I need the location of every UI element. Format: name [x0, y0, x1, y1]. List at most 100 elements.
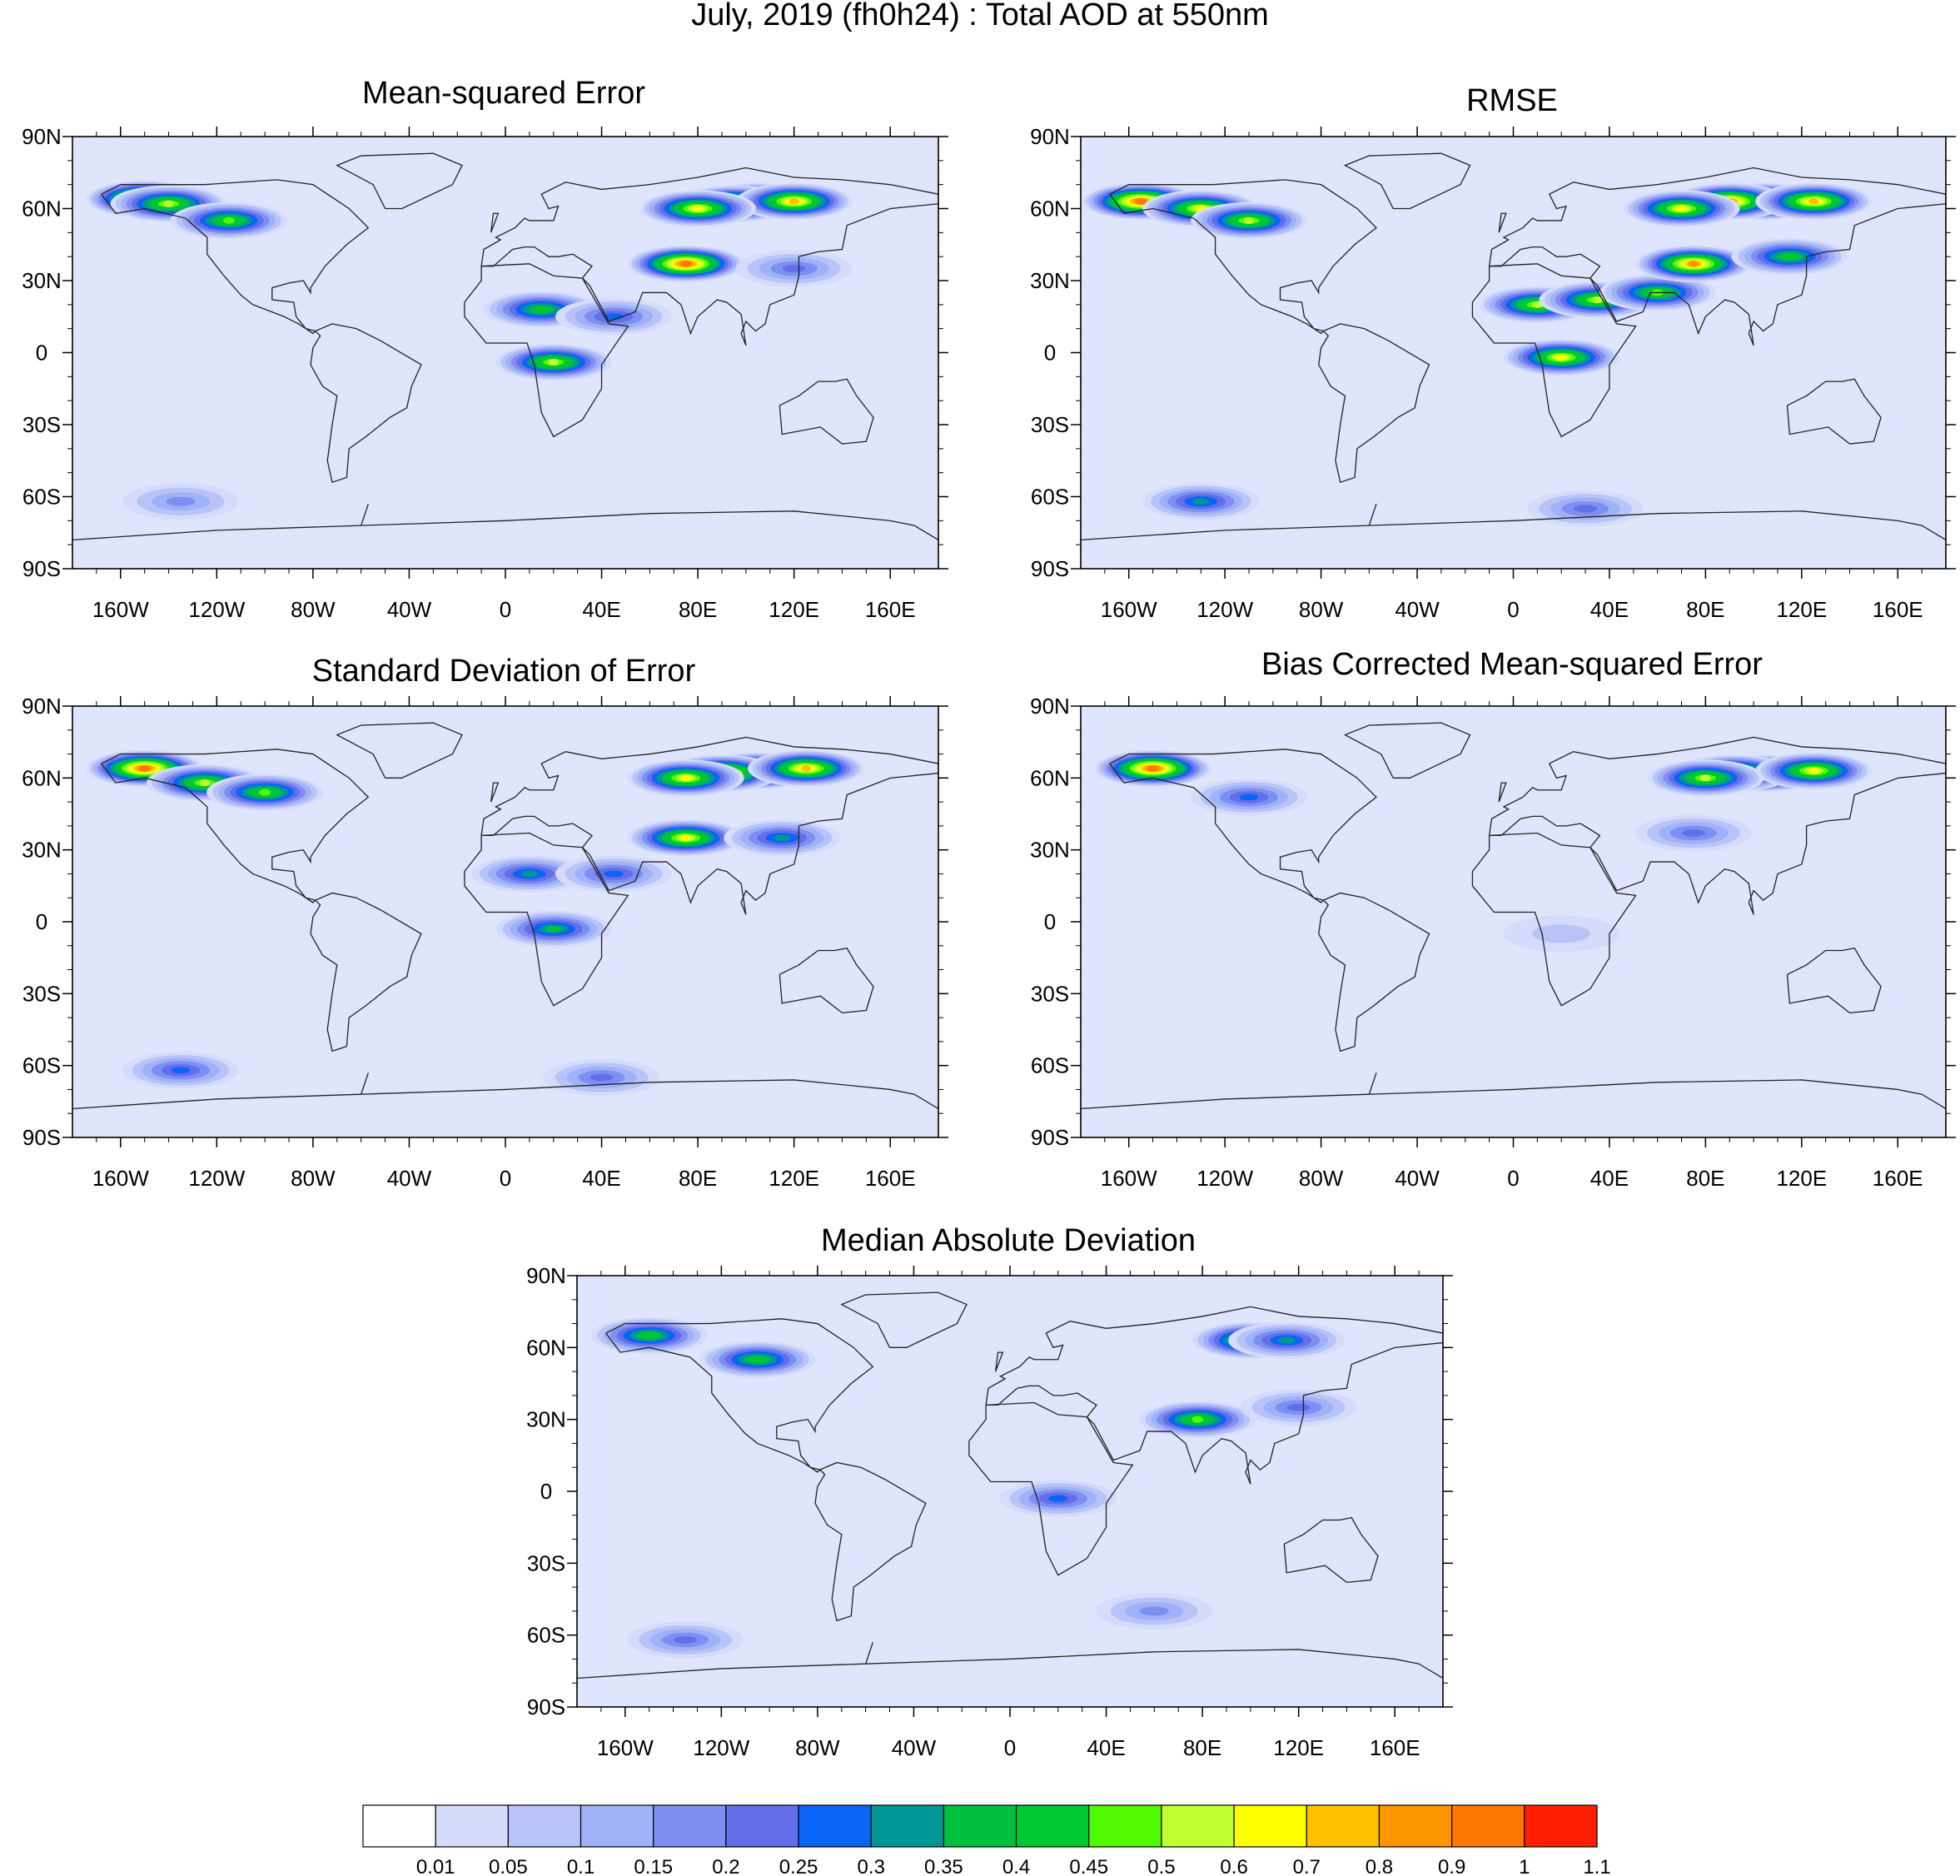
aod-contour	[1239, 794, 1259, 801]
lat-tick-label: 90S	[527, 1694, 565, 1719]
lat-tick-label: 30S	[22, 412, 61, 437]
colorbar-label: 1.1	[1583, 1856, 1610, 1876]
aod-contour	[1700, 774, 1711, 782]
coastline	[1343, 722, 1471, 779]
lon-tick-label: 120W	[693, 1735, 749, 1760]
colorbar-label: 0.9	[1438, 1856, 1465, 1876]
lon-tick-label: 0	[500, 597, 511, 622]
aod-contour	[589, 1073, 614, 1082]
lon-tick-label: 40W	[892, 1735, 937, 1760]
lat-tick-label: 90N	[22, 694, 62, 719]
lon-tick-label: 160E	[865, 597, 916, 622]
coastline	[1471, 263, 1637, 438]
aod-contour	[680, 774, 691, 782]
lon-tick-label: 160W	[92, 597, 149, 622]
lat-tick-label: 60S	[22, 1053, 61, 1078]
coastline	[1488, 167, 1946, 346]
lon-tick-label: 0	[1507, 597, 1519, 622]
lon-tick-label: 120E	[1776, 1166, 1827, 1191]
lon-tick-label: 80W	[291, 597, 336, 622]
lat-tick-label: 90S	[1031, 556, 1069, 581]
lat-tick-label: 90N	[22, 124, 62, 149]
coastline	[1786, 378, 1882, 445]
lon-tick-label: 160E	[1370, 1735, 1420, 1760]
aod-contour	[1286, 1403, 1311, 1411]
colorbar-swatch	[507, 1804, 582, 1848]
lon-tick-label: 160W	[597, 1735, 654, 1760]
coastline	[1081, 1072, 1946, 1110]
coastline	[72, 503, 938, 541]
colorbar-label: 0.2	[712, 1856, 739, 1876]
lat-tick-label: 0	[1044, 341, 1056, 366]
coastline	[310, 323, 422, 484]
lon-tick-label: 40E	[1087, 1735, 1125, 1760]
aod-contour	[1808, 197, 1819, 205]
colorbar-swatch	[1015, 1804, 1090, 1848]
aod-contour	[1676, 205, 1687, 212]
aod-contour	[604, 870, 624, 878]
aod-contour	[1592, 296, 1603, 304]
colorbar-swatch	[870, 1804, 945, 1848]
lon-tick-label: 160W	[1101, 597, 1157, 622]
lon-tick-label: 80E	[679, 597, 717, 622]
aod-contour	[674, 1636, 697, 1644]
lon-tick-label: 80W	[291, 1166, 336, 1191]
lon-tick-label: 40W	[387, 1166, 432, 1191]
figure-title: July, 2019 (fh0h24) : Total AOD at 550nm	[691, 0, 1269, 32]
colorbar-label: 0.45	[1069, 1856, 1108, 1876]
coastline	[779, 378, 874, 445]
aod-contour	[1783, 253, 1797, 261]
coastline	[1343, 152, 1471, 210]
lon-tick-label: 80W	[1299, 597, 1344, 622]
lat-tick-label: 90N	[1030, 124, 1070, 149]
panel-mean-squared-error: Mean-squared Error 90N 60N 30N 0 30S 60S 90S 16…	[22, 76, 948, 622]
colorbar-label: 0.3	[858, 1856, 885, 1876]
lat-tick-label: 30S	[1031, 412, 1069, 437]
lon-tick-label: 80W	[1299, 1166, 1344, 1191]
coastline	[1498, 212, 1507, 233]
lat-tick-label: 0	[540, 1479, 552, 1504]
coastline	[1488, 736, 1946, 915]
lat-tick-label: 90S	[22, 556, 61, 581]
lon-tick-label: 80E	[1686, 1166, 1724, 1191]
colorbar-swatch	[1161, 1804, 1235, 1848]
lat-tick-label: 30N	[526, 1407, 566, 1432]
aod-contour	[520, 870, 538, 878]
colorbar-label: 0.6	[1220, 1856, 1247, 1876]
lon-tick-label: 120W	[188, 597, 245, 622]
aod-contour	[535, 306, 549, 313]
lat-tick-label: 60S	[1031, 1053, 1069, 1078]
colorbar-swatch	[943, 1804, 1017, 1848]
colorbar-swatch	[1451, 1804, 1525, 1848]
lat-tick-label: 90N	[1030, 694, 1070, 719]
aod-contour	[1531, 301, 1543, 308]
lon-tick-label: 80E	[1686, 597, 1724, 622]
colorbar-label: 0.15	[634, 1856, 673, 1876]
coastline	[814, 1461, 927, 1622]
aod-contour	[680, 834, 691, 842]
coastline	[1786, 947, 1882, 1014]
coastline	[101, 749, 370, 903]
coastline	[464, 263, 629, 438]
lon-tick-label: 160W	[1101, 1166, 1157, 1191]
lon-tick-label: 120W	[1196, 1166, 1253, 1191]
colorbar-label: 0.4	[1002, 1856, 1030, 1876]
aod-contour	[782, 265, 806, 272]
panel-title: Median Absolute Deviation	[821, 1223, 1196, 1258]
lon-tick-label: 160E	[865, 1166, 916, 1191]
lon-tick-label: 40E	[582, 597, 620, 622]
coastline	[968, 1401, 1134, 1576]
coastline	[605, 1318, 874, 1473]
aod-contour	[171, 1067, 191, 1074]
coastline	[464, 832, 629, 1007]
lat-tick-label: 30N	[22, 268, 62, 293]
lat-tick-label: 0	[36, 341, 47, 366]
coastline	[336, 722, 463, 779]
colorbar-label: 0.25	[779, 1856, 818, 1876]
aod-contour	[163, 200, 174, 207]
aod-contour	[1136, 197, 1147, 205]
aod-contour	[139, 764, 150, 772]
lat-tick-label: 30S	[22, 981, 61, 1006]
aod-contour	[1808, 767, 1819, 774]
coastline	[1318, 892, 1430, 1052]
